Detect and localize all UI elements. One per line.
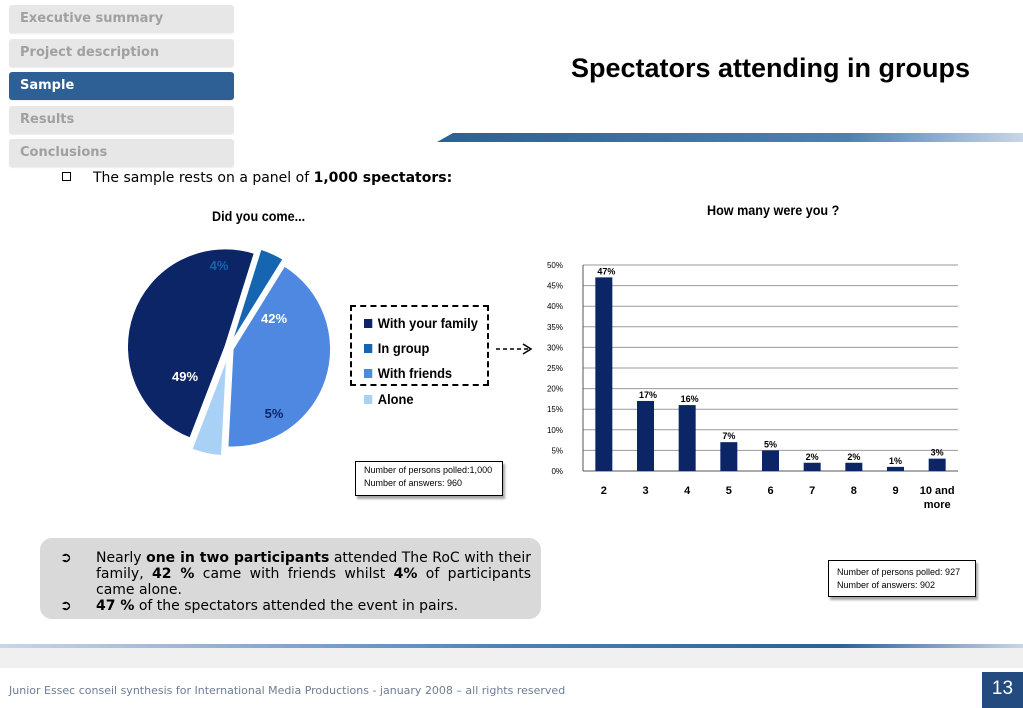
legend-swatch-friends	[364, 368, 373, 378]
x-tick-label: 8	[851, 485, 857, 497]
dashed-arrow-icon	[496, 343, 533, 355]
nav-item-executive-summary[interactable]: Executive summary	[9, 5, 234, 33]
key-findings-box: ➲ Nearly one in two participants attende…	[40, 538, 541, 619]
legend-swatch-alone	[364, 394, 373, 404]
pie-note-polled: Number of persons polled:1,000	[364, 465, 493, 475]
x-tick-label: more	[924, 499, 951, 511]
arrow-bullet-icon: ➲	[60, 550, 72, 566]
nav-item-results[interactable]: Results	[9, 105, 234, 134]
legend-item-alone: Alone	[364, 391, 414, 407]
x-tick-label: 2	[601, 485, 607, 497]
bar-3	[637, 400, 654, 471]
legend-item-friends: With friends	[364, 365, 452, 381]
y-tick-label: 10%	[547, 426, 563, 435]
bar-data-label: 47%	[597, 266, 615, 276]
y-tick-label: 50%	[547, 261, 563, 270]
y-tick-label: 25%	[547, 364, 563, 373]
intro-line: The sample rests on a panel of 1,000 spe…	[62, 170, 452, 186]
pie-slice-in-group	[230, 248, 285, 343]
bar-data-label: 16%	[681, 394, 699, 404]
intro-text: The sample rests on a panel of	[93, 170, 314, 186]
legend-label-group: In group	[377, 340, 430, 356]
bar-4	[678, 405, 696, 471]
x-tick-label: 9	[892, 485, 898, 497]
page-title: Spectators attending in groups	[570, 53, 970, 83]
title-underline	[437, 133, 1023, 142]
y-tick-label: 45%	[547, 282, 563, 291]
bar-7	[803, 462, 821, 471]
nav-item-conclusions[interactable]: Conclusions	[9, 139, 234, 167]
y-tick-label: 30%	[547, 343, 563, 352]
bar-data-label: 17%	[639, 390, 657, 400]
pie-chart-title: Did you come...	[212, 208, 306, 224]
legend-label-alone: Alone	[377, 391, 414, 407]
footer-rule	[0, 644, 1023, 649]
pie-legend: With your family In group With friends	[350, 305, 489, 386]
pie-data-label: 5%	[265, 406, 284, 421]
x-tick-label: 7	[809, 485, 815, 497]
bar-6	[762, 450, 779, 471]
legend-item-group: In group	[364, 340, 429, 356]
bar-2	[595, 277, 613, 471]
pie-slice-alone	[190, 357, 228, 457]
footer-text: Junior Essec conseil synthesis for Inter…	[9, 684, 566, 697]
finding-1: ➲ Nearly one in two participants attende…	[60, 550, 532, 598]
intro-bold: 1,000 spectators:	[313, 170, 453, 186]
bar-sample-note: Number of persons polled: 927 Number of …	[828, 560, 976, 597]
bar-data-label: 1%	[889, 456, 902, 466]
x-tick-label: 4	[684, 485, 691, 497]
bar-5	[720, 442, 738, 471]
bar-data-label: 7%	[722, 431, 735, 441]
x-tick-label: 5	[726, 485, 732, 497]
pie-data-label: 4%	[210, 258, 229, 273]
pie-data-label: 49%	[172, 369, 198, 384]
section-nav: Executive summary Project description Sa…	[9, 5, 234, 173]
x-tick-label: 10 and	[920, 485, 955, 497]
bar-data-label: 5%	[764, 439, 777, 449]
bar-data-label: 2%	[806, 452, 819, 462]
bar-10-and-more	[928, 458, 946, 471]
nav-item-project-description[interactable]: Project description	[9, 38, 234, 67]
legend-label-family: With your family	[377, 315, 478, 331]
legend-swatch-group	[364, 343, 373, 353]
legend-label-friends: With friends	[377, 365, 453, 381]
pie-sample-note: Number of persons polled:1,000 Number of…	[355, 461, 503, 496]
y-tick-label: 40%	[547, 302, 563, 311]
legend-item-family: With your family	[364, 315, 478, 331]
y-tick-label: 0%	[551, 467, 563, 476]
bar-chart-title: How many were you ?	[707, 202, 840, 218]
bar-note-answers: Number of answers: 902	[837, 580, 936, 590]
checkbox-bullet-icon	[62, 172, 71, 181]
x-tick-label: 3	[642, 485, 648, 497]
legend-swatch-family	[364, 318, 373, 328]
pie-slice-with-your-family	[126, 247, 256, 440]
bar-data-label: 3%	[931, 448, 944, 458]
page-number: 13	[982, 672, 1023, 708]
y-tick-label: 15%	[547, 405, 563, 414]
y-tick-label: 20%	[547, 385, 563, 394]
footer-band	[0, 648, 1023, 668]
pie-note-answers: Number of answers: 960	[364, 478, 463, 488]
arrow-bullet-icon: ➲	[60, 598, 72, 614]
finding-2: ➲ 47 % of the spectators attended the ev…	[60, 598, 459, 614]
nav-item-sample[interactable]: Sample	[9, 72, 234, 100]
y-tick-label: 5%	[551, 446, 563, 455]
bar-8	[845, 462, 863, 471]
pie-data-label: 42%	[261, 311, 287, 326]
pie-slice-with-friends	[226, 264, 332, 448]
x-tick-label: 6	[767, 485, 773, 497]
y-tick-label: 35%	[547, 323, 563, 332]
bar-note-polled: Number of persons polled: 927	[837, 567, 961, 577]
bar-9	[887, 466, 904, 471]
bar-data-label: 2%	[847, 452, 860, 462]
